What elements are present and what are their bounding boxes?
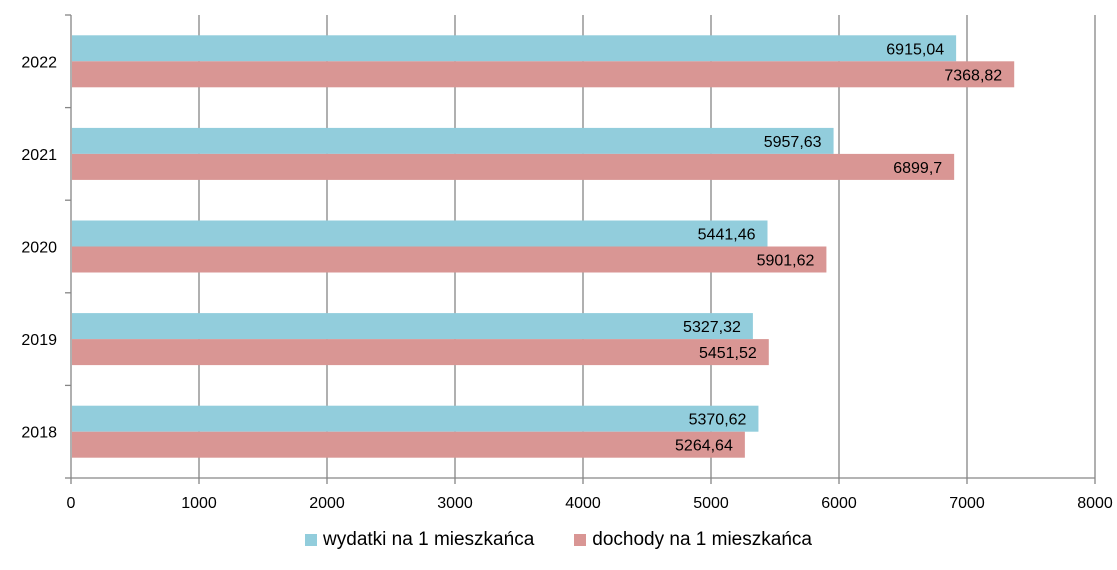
axes <box>65 14 1096 484</box>
bars <box>72 35 1015 458</box>
bar-wydatki-2019 <box>72 313 753 340</box>
y-tick-label-2021: 2021 <box>21 147 57 164</box>
legend-swatch-wydatki <box>305 534 318 546</box>
data-label-wydatki-2019: 5327,32 <box>683 319 741 336</box>
y-tick-label-2019: 2019 <box>21 332 57 349</box>
x-tick-label-3000: 3000 <box>437 495 473 512</box>
y-tick-label-2022: 2022 <box>21 54 57 71</box>
data-label-dochody-2018: 5264,64 <box>675 438 733 455</box>
data-labels: 5370,62 5264,64 5327,32 5451,52 5441,465901,… <box>675 41 1002 454</box>
legend-item-dochody: dochody na 1 mieszkańca <box>574 529 812 551</box>
bar-dochody-2019 <box>72 339 769 366</box>
y-tick-label-2020: 2020 <box>21 240 57 257</box>
x-tick-label-6000: 6000 <box>821 495 857 512</box>
x-tick-label-0: 0 <box>67 495 76 512</box>
legend-label-dochody: dochody na 1 mieszkańca <box>592 529 812 550</box>
data-label-wydatki-2021: 5957,63 <box>764 134 822 151</box>
bar-dochody-2022 <box>72 61 1015 88</box>
data-label-wydatki-2020: 5441,46 <box>698 227 756 244</box>
bar-dochody-2020 <box>72 246 827 273</box>
legend-item-wydatki: wydatki na 1 mieszkańca <box>305 529 534 551</box>
x-axis-labels: 0 1000 2000 3000 4000 5000 6000 7000 8000 <box>67 495 1113 512</box>
bar-wydatki-2022 <box>72 35 957 62</box>
legend-label-wydatki: wydatki na 1 mieszkańca <box>323 529 535 550</box>
legend: wydatki na 1 mieszkańca dochody na 1 mie… <box>0 520 1117 560</box>
x-tick-label-1000: 1000 <box>181 495 217 512</box>
x-tick-label-8000: 8000 <box>1077 495 1113 512</box>
y-tick-label-2018: 2018 <box>21 425 57 442</box>
data-label-dochody-2022: 7368,82 <box>944 67 1002 84</box>
y-axis-labels: 2018 2019 2020 2021 2022 <box>21 54 57 441</box>
x-tick-label-2000: 2000 <box>309 495 345 512</box>
bar-wydatki-2021 <box>72 127 834 154</box>
data-label-wydatki-2018: 5370,62 <box>689 412 747 429</box>
x-tick-label-5000: 5000 <box>693 495 729 512</box>
data-label-wydatki-2022: 6915,04 <box>886 41 944 58</box>
data-label-dochody-2021: 6899,7 <box>893 160 942 177</box>
legend-swatch-dochody <box>574 534 587 546</box>
data-label-dochody-2019: 5451,52 <box>699 345 757 362</box>
bar-wydatki-2020 <box>72 220 768 247</box>
data-label-dochody-2020: 5901,62 <box>757 253 815 270</box>
x-tick-label-4000: 4000 <box>565 495 601 512</box>
x-tick-label-7000: 7000 <box>949 495 985 512</box>
bar-dochody-2021 <box>72 153 955 180</box>
bar-dochody-2018 <box>72 431 745 458</box>
bar-wydatki-2018 <box>72 405 759 432</box>
